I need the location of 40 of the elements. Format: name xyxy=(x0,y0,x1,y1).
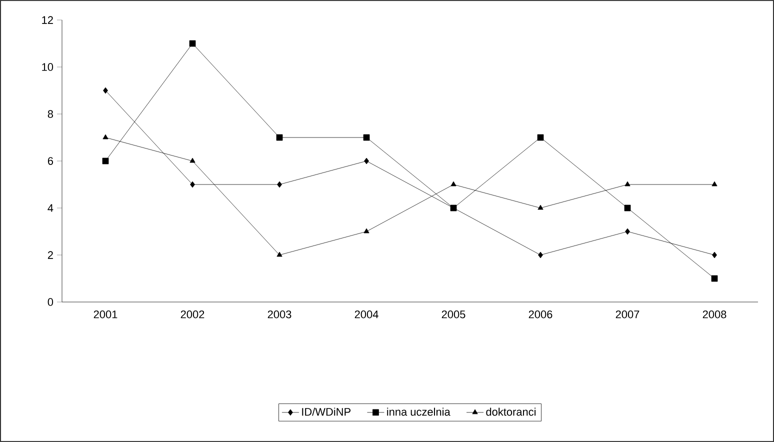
point xyxy=(277,181,282,188)
legend-label: inna uczelnia xyxy=(387,408,450,416)
point xyxy=(103,87,108,94)
point xyxy=(102,134,108,140)
point xyxy=(538,252,543,258)
legend-label: ID/WDiNP xyxy=(302,408,350,416)
point xyxy=(364,228,370,234)
x-tick-label: 2003 xyxy=(268,310,292,318)
point xyxy=(450,181,456,186)
y-tick-label: 6 xyxy=(48,157,54,165)
y-tick-label: 8 xyxy=(48,110,54,118)
x-tick-label: 2008 xyxy=(702,310,726,318)
point xyxy=(711,275,718,282)
point xyxy=(538,204,544,210)
y-tick-label: 12 xyxy=(42,16,53,24)
point xyxy=(624,181,630,186)
point xyxy=(189,40,196,47)
y-tick-label: 2 xyxy=(48,251,53,259)
point xyxy=(190,181,195,188)
point xyxy=(712,181,718,186)
y-tick-label: 10 xyxy=(42,63,54,71)
x-tick-label: 2002 xyxy=(180,310,204,318)
point xyxy=(624,204,631,212)
point xyxy=(276,252,282,257)
point xyxy=(537,134,544,141)
point xyxy=(625,228,630,235)
y-tick-label: 0 xyxy=(48,298,54,306)
point xyxy=(712,252,717,258)
x-tick-label: 2007 xyxy=(616,310,640,318)
y-tick-label: 4 xyxy=(48,204,54,212)
x-tick-label: 2004 xyxy=(354,310,378,318)
point xyxy=(276,134,283,141)
point xyxy=(364,158,369,164)
x-tick-label: 2005 xyxy=(442,310,466,318)
point xyxy=(102,158,109,164)
legend-label: doktoranci xyxy=(486,408,536,416)
x-tick-label: 2001 xyxy=(94,310,118,318)
point xyxy=(363,134,370,141)
x-tick-label: 2006 xyxy=(528,310,552,318)
point xyxy=(190,158,196,163)
